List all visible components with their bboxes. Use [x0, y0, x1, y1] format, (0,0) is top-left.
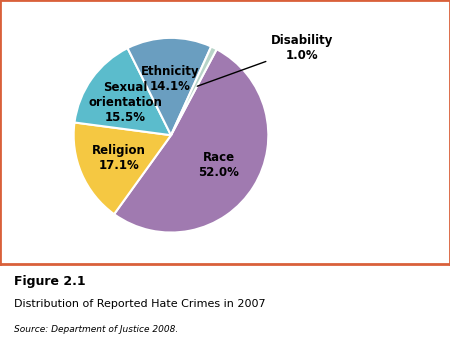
Text: Source: Department of Justice 2008.: Source: Department of Justice 2008.	[14, 324, 178, 334]
Text: Sexual
orientation
15.5%: Sexual orientation 15.5%	[88, 81, 162, 124]
Text: Religion
17.1%: Religion 17.1%	[92, 144, 146, 172]
Wedge shape	[75, 48, 171, 135]
Wedge shape	[74, 122, 171, 214]
Text: Ethnicity
14.1%: Ethnicity 14.1%	[141, 65, 199, 93]
Text: Disability
1.0%: Disability 1.0%	[197, 34, 333, 86]
Text: Race
52.0%: Race 52.0%	[198, 151, 239, 179]
Wedge shape	[171, 47, 217, 135]
Text: Figure 2.1: Figure 2.1	[14, 275, 85, 288]
Text: Distribution of Reported Hate Crimes in 2007: Distribution of Reported Hate Crimes in …	[14, 299, 265, 309]
Wedge shape	[114, 49, 268, 233]
Wedge shape	[127, 38, 211, 135]
